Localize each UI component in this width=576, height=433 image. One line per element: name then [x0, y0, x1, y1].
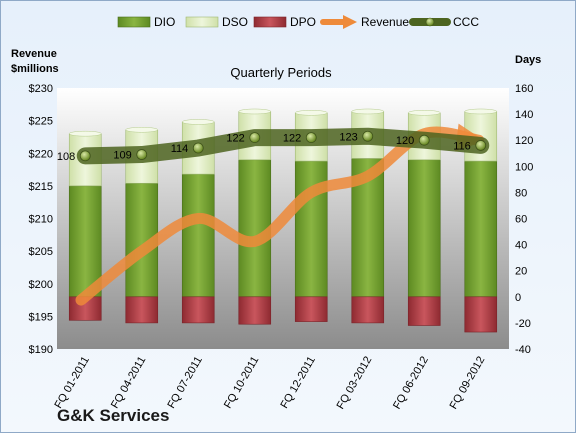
x-tick-label: FQ 01-2011 [53, 355, 92, 411]
left-axis-title-line1: Revenue [11, 48, 57, 60]
left-tick-label: $220 [29, 148, 53, 160]
left-axis-title-line2: $millions [11, 63, 59, 75]
bar-dio [294, 160, 328, 298]
bar-dpo [238, 296, 272, 325]
x-tick-label: FQ 12-2011 [279, 355, 318, 411]
right-tick-label: 100 [515, 161, 533, 173]
bar-dpo [125, 296, 159, 324]
bar-dio [125, 182, 159, 298]
bar-dpo [181, 296, 215, 324]
ccc-data-label: 114 [171, 143, 189, 155]
right-tick-label: 120 [515, 135, 533, 147]
bar-dso-cap [69, 130, 102, 137]
ccc-point [475, 140, 487, 151]
right-tick-label: 80 [515, 187, 527, 199]
legend-swatch-dso [185, 16, 219, 28]
right-tick-label: 60 [515, 214, 527, 226]
ccc-data-label: 109 [113, 150, 131, 162]
right-tick-label: 20 [515, 266, 527, 278]
legend-swatch-ccc-dot [425, 17, 435, 27]
legend-label-ccc: CCC [453, 15, 479, 29]
x-tick-label: FQ 06-2012 [391, 355, 431, 412]
bar-dpo [294, 296, 328, 322]
bar-dio [238, 159, 272, 298]
left-tick-label: $230 [29, 83, 53, 95]
legend-label-dpo: DPO [290, 15, 316, 29]
ccc-data-label: 116 [453, 140, 471, 152]
bar-dio [464, 160, 498, 298]
ccc-point [192, 142, 204, 154]
right-tick-label: 40 [515, 240, 527, 252]
right-tick-label: -20 [515, 318, 531, 330]
x-tick-label: FQ 09-2012 [448, 355, 488, 412]
x-tick-label: FQ 10-2011 [222, 355, 261, 411]
right-tick-label: 160 [515, 83, 533, 95]
company-name: G&K Services [57, 406, 169, 425]
ccc-point [136, 149, 148, 160]
legend: DIO DSO DPO Revenue CCC [117, 15, 479, 29]
left-tick-label: $195 [29, 311, 53, 323]
bar-dio [181, 173, 215, 298]
chart-title: Quarterly Periods [230, 65, 332, 80]
bar-dpo [407, 296, 441, 326]
bar-dso-cap [182, 119, 215, 125]
x-tick-label: FQ 07-2011 [166, 355, 205, 411]
x-tick-label: FQ 04-2011 [109, 355, 148, 411]
bar-dso-cap [464, 108, 497, 115]
ccc-point [249, 132, 261, 143]
ccc-data-label: 120 [396, 135, 414, 147]
left-tick-label: $225 [29, 116, 53, 128]
bar-dpo [464, 296, 498, 333]
left-tick-label: $205 [29, 246, 53, 258]
left-tick-label: $190 [29, 344, 53, 356]
ccc-point [362, 130, 374, 142]
legend-label-dio: DIO [154, 15, 175, 29]
right-tick-label: 0 [515, 292, 521, 304]
ccc-point [418, 134, 430, 146]
right-axis-title: Days [515, 54, 541, 66]
bar-dpo [351, 296, 385, 324]
left-tick-label: $215 [29, 181, 53, 193]
legend-swatch-revenue-head [343, 15, 357, 29]
lines-group: 108 109 114 122 122 123 120 116 [57, 123, 490, 306]
bar-dio [68, 185, 102, 298]
legend-swatch-dpo [253, 16, 287, 28]
ccc-data-label: 123 [339, 131, 357, 143]
left-tick-label: $200 [29, 279, 53, 291]
bar-dso-cap [408, 110, 441, 116]
bar-dso-cap [295, 110, 328, 116]
right-tick-label: 140 [515, 109, 533, 121]
bar-dso-cap [125, 127, 158, 133]
ccc-data-label: 108 [57, 151, 75, 163]
bar-dso-cap [351, 108, 384, 115]
ccc-data-label: 122 [283, 133, 301, 145]
left-axis: $190 $195 $200 $205 $210 $215 $220 $225 $230 [29, 83, 53, 356]
x-tick-label: FQ 03-2012 [335, 355, 375, 412]
right-axis: -40 -20 0 20 40 60 80 100 120 140 160 [515, 83, 533, 356]
bar-dio [407, 159, 441, 298]
ccc-point [305, 132, 317, 143]
bar-dso-cap [238, 108, 271, 115]
ccc-point [79, 150, 91, 162]
legend-label-revenue: Revenue [361, 15, 409, 29]
right-tick-label: -40 [515, 344, 531, 356]
legend-swatch-dio [117, 16, 151, 28]
ccc-data-label: 122 [226, 133, 244, 145]
left-tick-label: $210 [29, 214, 53, 226]
x-axis: FQ 01-2011 FQ 04-2011 FQ 07-2011 FQ 10-2011… [53, 355, 488, 412]
legend-label-dso: DSO [222, 15, 248, 29]
ccc-line [76, 127, 490, 165]
